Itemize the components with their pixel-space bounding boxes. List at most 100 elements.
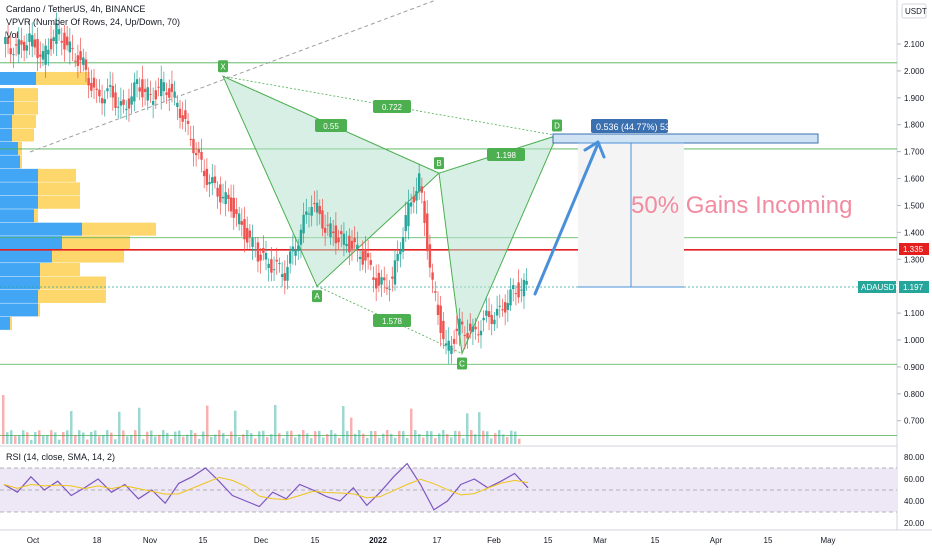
candle-body bbox=[162, 82, 166, 92]
candle-body bbox=[235, 209, 238, 215]
candle-body bbox=[278, 263, 281, 265]
volume-bar bbox=[366, 437, 369, 444]
candle-body bbox=[512, 285, 515, 290]
volume-bar bbox=[358, 430, 361, 444]
target-zone-box[interactable] bbox=[552, 133, 819, 144]
currency-badge[interactable] bbox=[901, 3, 927, 19]
trendline-dashed[interactable] bbox=[29, 0, 437, 153]
volume-bar bbox=[2, 395, 5, 444]
volume-bar bbox=[426, 430, 429, 444]
volume-bar bbox=[166, 432, 169, 444]
volume-bar bbox=[218, 430, 221, 444]
candle-body bbox=[130, 96, 133, 105]
pattern-ratio-badge bbox=[373, 314, 411, 327]
candle-body bbox=[396, 253, 399, 261]
x-tick-label: 17 bbox=[433, 536, 442, 545]
volume-bar bbox=[346, 430, 349, 444]
candle-body bbox=[25, 45, 29, 51]
volume-bar bbox=[118, 411, 121, 444]
candle-body bbox=[176, 102, 179, 107]
candle-body bbox=[63, 32, 66, 50]
volume-bar bbox=[66, 430, 69, 444]
volume-bar bbox=[282, 438, 285, 444]
candle-body bbox=[447, 340, 450, 351]
volume-profile-sell-bar bbox=[12, 115, 36, 129]
candle-body bbox=[181, 115, 184, 122]
candle-body bbox=[377, 272, 381, 286]
candle-body bbox=[111, 85, 115, 98]
candle-body bbox=[471, 326, 475, 332]
volume-bar bbox=[162, 430, 165, 444]
candle-body bbox=[353, 237, 356, 243]
pattern-point-badge bbox=[434, 157, 444, 170]
candle-body bbox=[55, 23, 58, 44]
volume-bar bbox=[26, 432, 29, 444]
volume-bar bbox=[374, 430, 377, 444]
candle-body bbox=[39, 54, 42, 57]
candle-body bbox=[157, 86, 160, 88]
x-tick-label: May bbox=[820, 536, 835, 545]
volume-bar bbox=[266, 437, 269, 444]
volume-bar bbox=[430, 431, 433, 444]
volume-profile-sell-bar bbox=[38, 195, 80, 209]
candle-body bbox=[264, 253, 268, 260]
candle-body bbox=[482, 317, 485, 321]
candle-body bbox=[326, 224, 330, 226]
candle-body bbox=[14, 44, 18, 46]
candle-body bbox=[321, 210, 324, 229]
pattern-point-badge bbox=[218, 60, 228, 73]
axes: 2.100 2.000 1.900 1.800 1.700 1.600 1.500 1.400… bbox=[27, 40, 925, 545]
symbol-price-tag-label: ADAUSDT bbox=[861, 283, 899, 292]
candle-body bbox=[49, 38, 53, 50]
volume-bar bbox=[394, 437, 397, 444]
candle-body bbox=[305, 211, 308, 215]
volume-bar bbox=[94, 430, 97, 444]
volume-bar bbox=[378, 437, 381, 444]
candle-body bbox=[197, 149, 201, 153]
y-tick-label: 1.400 bbox=[904, 228, 925, 237]
pattern-dotted-leg bbox=[222, 75, 440, 174]
candle-body bbox=[358, 256, 362, 260]
y-tick-label: 0.900 bbox=[904, 363, 925, 372]
resistance-price-label: 1.335 bbox=[903, 245, 924, 254]
candle-body bbox=[44, 45, 47, 65]
x-tick-label: 15 bbox=[764, 536, 773, 545]
volume-bar bbox=[34, 432, 37, 444]
volume-bar bbox=[146, 431, 149, 444]
candle-body bbox=[313, 203, 316, 205]
candle-body bbox=[525, 280, 528, 285]
candle-body bbox=[229, 197, 233, 212]
bullish-arrow[interactable] bbox=[533, 144, 599, 296]
y-tick-label: 1.900 bbox=[904, 94, 925, 103]
candle-body bbox=[28, 33, 31, 42]
pattern-ratio-badge bbox=[315, 119, 347, 132]
volume-profile-sell-bar bbox=[52, 249, 124, 263]
candle-body bbox=[146, 87, 149, 101]
candle-body bbox=[401, 237, 405, 252]
pattern-point-badge bbox=[552, 119, 562, 132]
candle-body bbox=[509, 289, 512, 306]
volume-profile-buy-bar bbox=[0, 141, 18, 155]
candle-body bbox=[283, 273, 287, 281]
x-tick-label: 15 bbox=[311, 536, 320, 545]
volume-bar bbox=[182, 436, 185, 444]
candle-body bbox=[329, 223, 332, 238]
candle-body bbox=[189, 138, 192, 140]
y-tick-label: 1.000 bbox=[904, 336, 925, 345]
candle-body bbox=[297, 245, 300, 252]
volume-bar bbox=[298, 434, 301, 444]
volume-bar bbox=[30, 439, 33, 444]
candle-body bbox=[409, 202, 413, 207]
volume-profile-buy-bar bbox=[0, 222, 82, 236]
volume-profile-sell-bar bbox=[40, 263, 80, 277]
candle-body bbox=[299, 229, 303, 245]
volume-profile-buy-bar bbox=[0, 128, 12, 142]
pattern-point-label: B bbox=[436, 159, 441, 168]
volume-bar bbox=[294, 437, 297, 444]
candle-body bbox=[160, 78, 163, 97]
candle-body bbox=[522, 279, 526, 297]
volume-bar bbox=[502, 434, 505, 444]
candle-body bbox=[490, 315, 493, 324]
